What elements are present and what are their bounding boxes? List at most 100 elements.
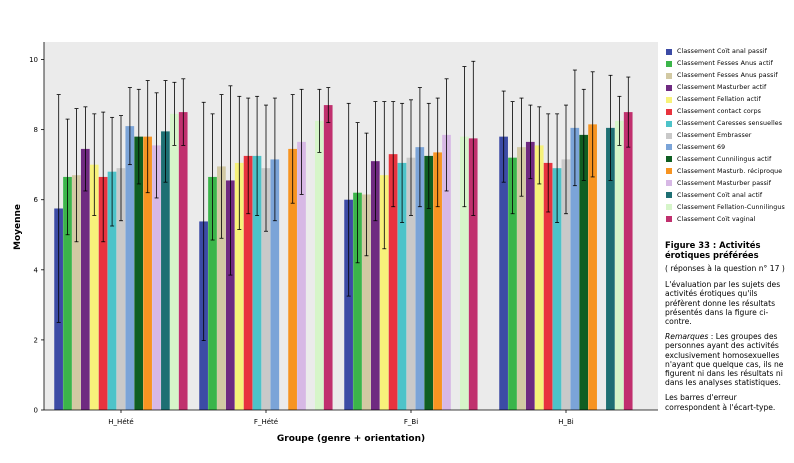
legend-swatch [666, 192, 672, 199]
legend-item: Classement 69 [666, 142, 791, 154]
legend-label: Classement Masturber actif [677, 84, 767, 92]
legend-label: Classement Fellation actif [677, 96, 761, 104]
caption-paragraph-error-bars: Les barres d'erreur correspondent à l'éc… [665, 393, 776, 412]
bar [397, 162, 407, 410]
bar [217, 166, 226, 410]
legend-swatch [666, 60, 672, 67]
legend-swatch [666, 168, 672, 175]
legend-item: Classement Fesses Anus actif [666, 58, 791, 70]
bar [225, 180, 235, 410]
legend-item: Classement Coït anal actif [666, 189, 791, 201]
remarks-text: : Les groupes des personnes ayant des ac… [665, 332, 784, 388]
legend-label: Classement Caresses sensuelles [677, 120, 783, 128]
legend-label: Classement Cunnilingus actif [677, 155, 772, 163]
legend-swatch [666, 120, 672, 127]
bar [362, 194, 371, 410]
legend-swatch [666, 180, 672, 187]
x-tick-label: F_Bi [404, 418, 418, 426]
bar [344, 199, 353, 410]
legend-swatch [666, 156, 672, 163]
legend-swatch [666, 216, 672, 223]
legend-swatch [666, 144, 672, 151]
bar [143, 136, 152, 410]
legend-item: Classement Coït anal passif [666, 46, 791, 58]
caption-title: Figure 33 : Activités érotiques préférée… [665, 240, 761, 260]
legend-label: Classement Masturber passif [677, 179, 772, 187]
bar [297, 141, 306, 410]
bar [270, 159, 280, 410]
bar [72, 175, 81, 410]
bar [552, 168, 562, 410]
caption-subtitle: ( réponses à la question n° 17 ) [665, 264, 785, 273]
bar [468, 138, 478, 410]
bar [543, 162, 553, 410]
legend-item: Classement Fesses Anus passif [666, 70, 791, 82]
bar [323, 105, 333, 410]
bar [178, 112, 188, 410]
bar [89, 164, 99, 410]
bar [570, 127, 580, 411]
error-bars-layer [56, 60, 631, 342]
bar [261, 168, 271, 410]
figure-caption: Figure 33 : Activités érotiques préférée… [665, 240, 787, 418]
legend-label: Classement Masturb. réciproque [677, 167, 783, 175]
x-tick-label: H_Bi [558, 418, 574, 426]
bar [107, 171, 117, 410]
legend-label: Classement contact corps [677, 108, 762, 116]
caption-paragraph-intro: L'évaluation par les sujets des activité… [665, 280, 781, 327]
legend-label: Classement Embrasser [677, 132, 752, 140]
bar [288, 148, 297, 410]
y-tick-label: 0 [34, 407, 38, 415]
bar [415, 147, 425, 410]
bar [579, 134, 589, 410]
legend-item: Classement Masturb. réciproque [666, 165, 791, 177]
legend-label: Classement Coït anal actif [677, 191, 763, 199]
bar [614, 120, 624, 411]
bar [243, 155, 253, 410]
bar [116, 168, 126, 410]
bar [534, 145, 544, 410]
axes-layer: 0 2 4 6 8 10 H_Hété F_Hété F_Bi H_Bi [29, 42, 658, 426]
legend-swatch [666, 48, 672, 55]
bar [208, 176, 217, 410]
bar [623, 112, 633, 410]
legend-swatch [666, 108, 672, 115]
bar [353, 192, 362, 410]
legend: Classement Coït anal passif Classement Fe… [666, 46, 791, 225]
legend-item: Classement Coït vaginal [666, 213, 791, 225]
x-tick-label: F_Hété [254, 418, 278, 426]
bar [508, 157, 517, 410]
remarks-label: Remarques [665, 332, 709, 342]
bar [169, 113, 179, 410]
bar [134, 136, 144, 410]
bar [80, 148, 90, 410]
legend-label: Classement 69 [677, 143, 726, 151]
bar [152, 145, 161, 410]
y-axis-label: Moyenne [13, 204, 23, 250]
caption-paragraph-remarks: Remarques : Les groupes des personnes ay… [665, 332, 787, 387]
legend-item: Classement Fellation-Cunnilingus [666, 201, 791, 213]
legend-label: Classement Fesses Anus passif [677, 72, 778, 80]
legend-label: Classement Coït vaginal [677, 215, 756, 223]
bar [517, 147, 526, 410]
y-tick-label: 10 [29, 56, 38, 64]
legend-swatch [666, 84, 672, 91]
legend-item: Classement Embrasser [666, 130, 791, 142]
bar [379, 175, 389, 410]
bar [388, 154, 398, 410]
bar [314, 120, 324, 411]
bar [433, 152, 442, 410]
bar [606, 127, 615, 411]
legend-label: Classement Fellation-Cunnilingus [677, 203, 785, 211]
y-tick-label: 4 [34, 266, 39, 274]
y-tick-label: 8 [34, 126, 38, 134]
legend-swatch [666, 132, 672, 139]
y-tick-label: 2 [34, 336, 38, 344]
x-tick-label: H_Hété [108, 418, 133, 426]
legend-item: Classement Masturber actif [666, 82, 791, 94]
bar [234, 162, 244, 410]
legend-label: Classement Coït anal passif [677, 48, 767, 56]
bar [252, 155, 262, 410]
bar [161, 131, 170, 410]
bar [370, 161, 380, 410]
